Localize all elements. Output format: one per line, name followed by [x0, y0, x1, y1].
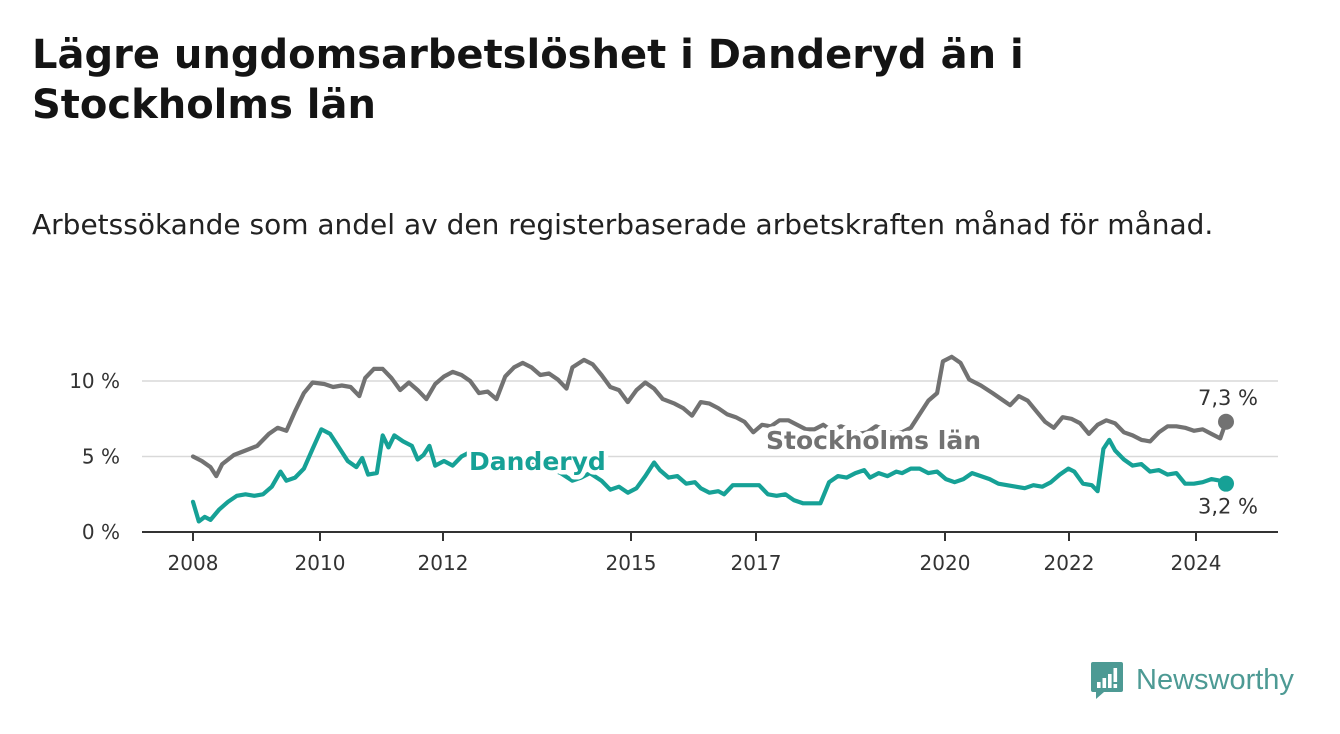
- newsworthy-logo-icon: [1091, 662, 1123, 699]
- x-tick-label: 2008: [168, 551, 219, 575]
- y-tick-label: 0 %: [82, 520, 120, 544]
- x-tick-label: 2015: [606, 551, 657, 575]
- end-point-marker: [1218, 413, 1234, 430]
- y-tick-label: 5 %: [82, 445, 120, 469]
- x-tick-label: 2010: [295, 551, 346, 575]
- end-value-label: 7,3 %: [1198, 386, 1258, 410]
- end-point-marker: [1218, 475, 1234, 492]
- series-line-stockholms-län: [190, 354, 1229, 479]
- series-label: Stockholms län: [766, 426, 981, 455]
- end-value-label: 3,2 %: [1198, 495, 1258, 519]
- x-axis: 2008 2010 2012 2015 2017 2020 2022 2024: [142, 531, 1278, 575]
- brand-name: Newsworthy: [1136, 663, 1294, 696]
- chart-subtitle: Arbetssökande som andel av den registerb…: [32, 208, 1214, 241]
- x-tick-label: 2024: [1171, 551, 1222, 575]
- brand: Newsworthy: [1090, 660, 1294, 700]
- x-tick-label: 2017: [731, 551, 782, 575]
- grid-lines: 0 % 5 % 10 %: [69, 369, 1278, 544]
- series-line-danderyd: [190, 427, 1229, 524]
- series-lines: [190, 354, 1234, 524]
- x-tick-label: 2022: [1044, 551, 1095, 575]
- y-tick-label: 10 %: [69, 369, 120, 393]
- x-tick-label: 2020: [920, 551, 971, 575]
- chart-title: Lägre ungdomsarbetslöshet i Danderyd än …: [32, 32, 1024, 128]
- x-tick-label: 2012: [418, 551, 469, 575]
- data-labels: Stockholms län Danderyd 7,3 % 3,2 %: [465, 386, 1259, 519]
- series-label: Danderyd: [469, 447, 606, 476]
- line-chart: 0 %5 %10 % 2008 2010 2012 2015 2017 2020 2022 2…: [69, 354, 1278, 575]
